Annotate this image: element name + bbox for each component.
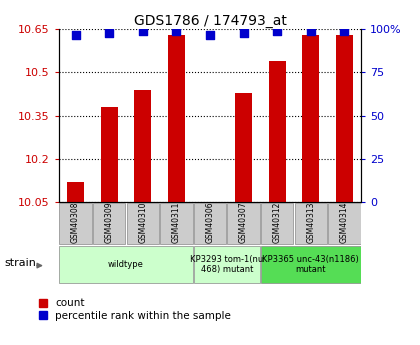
- Bar: [67, 182, 84, 202]
- Text: GSM40310: GSM40310: [138, 202, 147, 243]
- Text: GSM40311: GSM40311: [172, 202, 181, 243]
- Bar: [101, 107, 118, 202]
- Point: [240, 30, 247, 36]
- Text: strain: strain: [5, 258, 37, 268]
- Text: GSM40313: GSM40313: [306, 202, 315, 243]
- Text: GSM40308: GSM40308: [71, 202, 80, 243]
- Text: wildtype: wildtype: [108, 260, 144, 269]
- Text: GSM40309: GSM40309: [105, 202, 114, 243]
- FancyBboxPatch shape: [261, 246, 360, 284]
- Text: GSM40307: GSM40307: [239, 202, 248, 243]
- Bar: [134, 90, 151, 202]
- FancyBboxPatch shape: [194, 203, 226, 244]
- FancyBboxPatch shape: [295, 203, 327, 244]
- Point: [274, 28, 281, 34]
- Text: GSM40306: GSM40306: [205, 202, 215, 243]
- FancyBboxPatch shape: [194, 246, 260, 284]
- Point: [173, 28, 180, 34]
- Point: [307, 28, 314, 34]
- FancyBboxPatch shape: [261, 203, 293, 244]
- Title: GDS1786 / 174793_at: GDS1786 / 174793_at: [134, 14, 286, 28]
- Point: [341, 28, 348, 34]
- Legend: count, percentile rank within the sample: count, percentile rank within the sample: [39, 298, 231, 321]
- Bar: [302, 35, 319, 202]
- Bar: [336, 35, 353, 202]
- Text: KP3365 unc-43(n1186)
mutant: KP3365 unc-43(n1186) mutant: [262, 255, 359, 275]
- Point: [207, 32, 213, 37]
- Point: [106, 30, 113, 36]
- FancyBboxPatch shape: [328, 203, 360, 244]
- FancyBboxPatch shape: [60, 246, 192, 284]
- Point: [72, 32, 79, 37]
- FancyBboxPatch shape: [93, 203, 125, 244]
- Bar: [235, 92, 252, 202]
- Bar: [269, 61, 286, 202]
- Text: KP3293 tom-1(nu
468) mutant: KP3293 tom-1(nu 468) mutant: [190, 255, 263, 275]
- Bar: [168, 35, 185, 202]
- Point: [139, 28, 146, 34]
- FancyBboxPatch shape: [127, 203, 159, 244]
- Text: GSM40312: GSM40312: [273, 202, 282, 243]
- FancyBboxPatch shape: [160, 203, 192, 244]
- FancyBboxPatch shape: [228, 203, 260, 244]
- FancyBboxPatch shape: [60, 203, 92, 244]
- Text: GSM40314: GSM40314: [340, 202, 349, 243]
